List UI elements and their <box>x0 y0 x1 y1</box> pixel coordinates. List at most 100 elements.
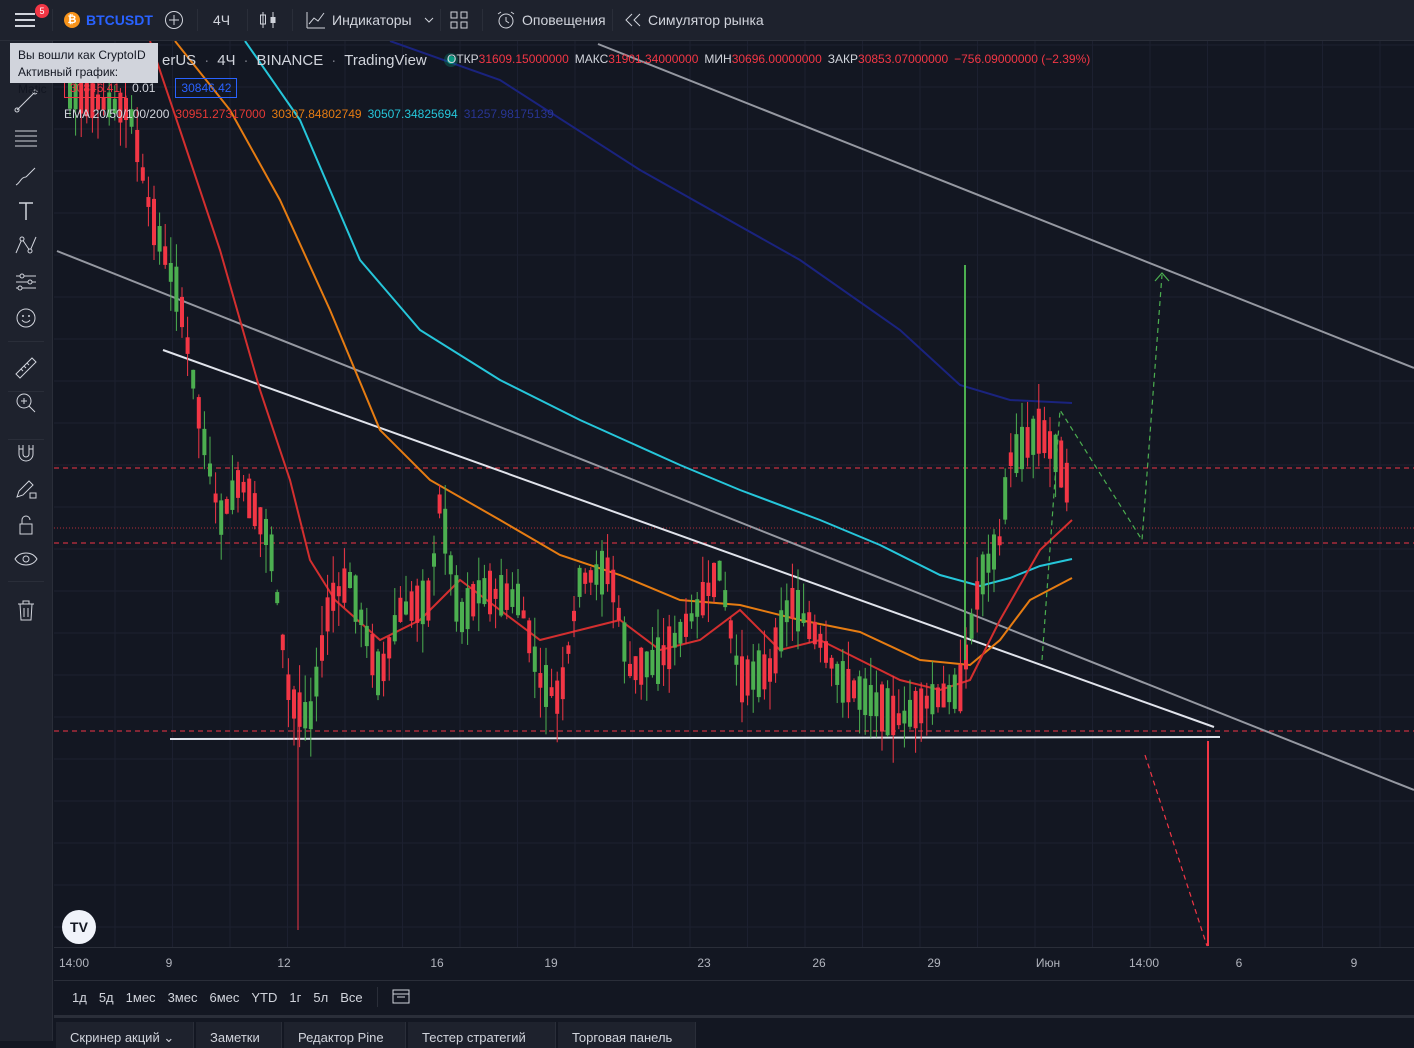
magnet-tool[interactable] <box>12 439 40 467</box>
layouts-icon <box>450 11 468 29</box>
market-replay-button[interactable]: Симулятор рынка <box>624 0 764 40</box>
lock-draw-tool[interactable] <box>12 474 40 502</box>
alerts-button[interactable]: Оповещения <box>496 0 606 40</box>
indicators-button[interactable]: Индикаторы <box>306 0 412 40</box>
timeframe-button[interactable]: 5д <box>98 989 114 1005</box>
candle-body <box>392 615 397 642</box>
timeframe-button[interactable]: Все <box>340 989 363 1005</box>
candle-body <box>1025 427 1030 458</box>
timeframe-button[interactable]: YTD <box>251 989 278 1005</box>
candle-body <box>118 92 123 123</box>
chart-canvas[interactable] <box>54 40 1414 947</box>
candle-body <box>818 633 823 648</box>
bottom-tab[interactable]: Скринер акций ⌄ <box>56 1022 194 1048</box>
tooltip-user-line: Вы вошли как CryptoID <box>18 48 146 62</box>
candle-body <box>1036 408 1041 454</box>
candle-body <box>1059 440 1064 488</box>
candle-body <box>835 663 840 685</box>
trend-line <box>56 250 1414 791</box>
candle-body <box>829 657 834 669</box>
timeframe-button[interactable]: 6мес <box>209 989 240 1005</box>
indicators-label: Индикаторы <box>332 12 412 28</box>
candle-body <box>432 553 436 567</box>
time-axis[interactable]: 14:00 9 12 16 19 23 26 29 Июн 14:00 6 9 <box>54 947 1414 978</box>
emoji-icon <box>16 308 36 328</box>
ruler-tool[interactable] <box>12 354 40 382</box>
candle-body <box>908 699 912 727</box>
date-range-button[interactable] <box>392 988 410 1007</box>
candle-body <box>465 588 470 630</box>
candle-body <box>415 585 420 623</box>
bid-ask-panel: 30846.41 0.01 30846.42 <box>64 78 238 98</box>
templates-dropdown[interactable] <box>424 0 434 40</box>
candle-body <box>997 536 1002 546</box>
candle-body <box>689 613 694 622</box>
timeframe-button[interactable]: 5л <box>313 989 329 1005</box>
bottom-tab[interactable]: Редактор Pine <box>284 1022 406 1048</box>
candle-body <box>969 613 974 639</box>
ruler-icon <box>15 357 37 379</box>
candle-body <box>1048 431 1052 459</box>
ema200-value: 31257.98175139 <box>463 107 554 121</box>
lock-tool[interactable] <box>12 511 40 539</box>
candle-body <box>555 680 560 714</box>
candle-body <box>236 470 240 498</box>
candle-body <box>600 550 604 595</box>
candle-body <box>975 581 980 610</box>
emoji-tool[interactable] <box>12 304 40 332</box>
candle-body <box>667 626 672 670</box>
candle-body <box>751 661 756 690</box>
time-tick-label: 29 <box>927 956 941 970</box>
candle-body <box>1014 434 1019 474</box>
compare-button[interactable] <box>164 0 184 40</box>
tooltip-chart-line: Активный график: Matic <box>18 65 119 96</box>
trash-icon <box>18 600 34 621</box>
candle-body <box>992 534 996 570</box>
interval-button[interactable]: 4Ч <box>213 0 230 40</box>
tradingview-logo[interactable]: TV <box>62 910 96 944</box>
candle-body <box>398 597 403 622</box>
main-menu-button[interactable]: 5 <box>4 0 49 40</box>
candle-body <box>303 702 308 729</box>
brush-tool[interactable] <box>12 162 40 190</box>
bitcoin-icon: ₿ <box>64 12 80 28</box>
candle-body <box>437 494 442 514</box>
price-chart[interactable] <box>54 40 1414 947</box>
candle-body <box>1053 434 1058 473</box>
high-value: 31901.34000000 <box>608 52 699 66</box>
trendline-tool[interactable] <box>12 87 40 115</box>
forecast-tool[interactable] <box>12 268 40 296</box>
timeframe-button[interactable]: 1мес <box>125 989 156 1005</box>
timeframe-button[interactable]: 3мес <box>167 989 198 1005</box>
candle-body <box>745 659 750 696</box>
text-tool[interactable] <box>12 197 40 225</box>
bottom-tab[interactable]: Тестер стратегий <box>408 1022 556 1048</box>
drawing-toolbar <box>0 41 53 1041</box>
pattern-tool[interactable] <box>12 231 40 259</box>
lock-icon <box>19 515 33 535</box>
zoom-tool[interactable] <box>12 389 40 417</box>
timeframe-button[interactable]: 1д <box>72 989 87 1005</box>
bottom-tab[interactable]: Заметки <box>196 1022 282 1048</box>
ema-label[interactable]: EMA 20/50/100/200 <box>64 107 170 121</box>
candle-body <box>644 651 649 678</box>
candle-body <box>460 601 464 633</box>
candle-body <box>532 646 537 672</box>
eye-tool[interactable] <box>12 545 40 573</box>
candle-body <box>605 557 610 585</box>
candle-body <box>880 684 884 732</box>
buy-price-button[interactable]: 30846.42 <box>175 78 238 98</box>
candle-body <box>796 589 800 632</box>
bottom-tab[interactable]: Торговая панель <box>558 1022 696 1048</box>
candle-body <box>672 632 677 648</box>
symbol-search-button[interactable]: ₿ BTCUSDT <box>64 0 153 40</box>
time-tick-label: 16 <box>430 956 444 970</box>
candle-body <box>163 246 168 265</box>
layouts-button[interactable] <box>450 0 468 40</box>
chart-type-button[interactable] <box>259 0 277 40</box>
legend-symbol[interactable]: erUS <box>162 51 197 69</box>
trash-tool[interactable] <box>12 596 40 624</box>
candle-body <box>812 621 817 645</box>
fib-tool[interactable] <box>12 124 40 152</box>
timeframe-button[interactable]: 1г <box>289 989 302 1005</box>
